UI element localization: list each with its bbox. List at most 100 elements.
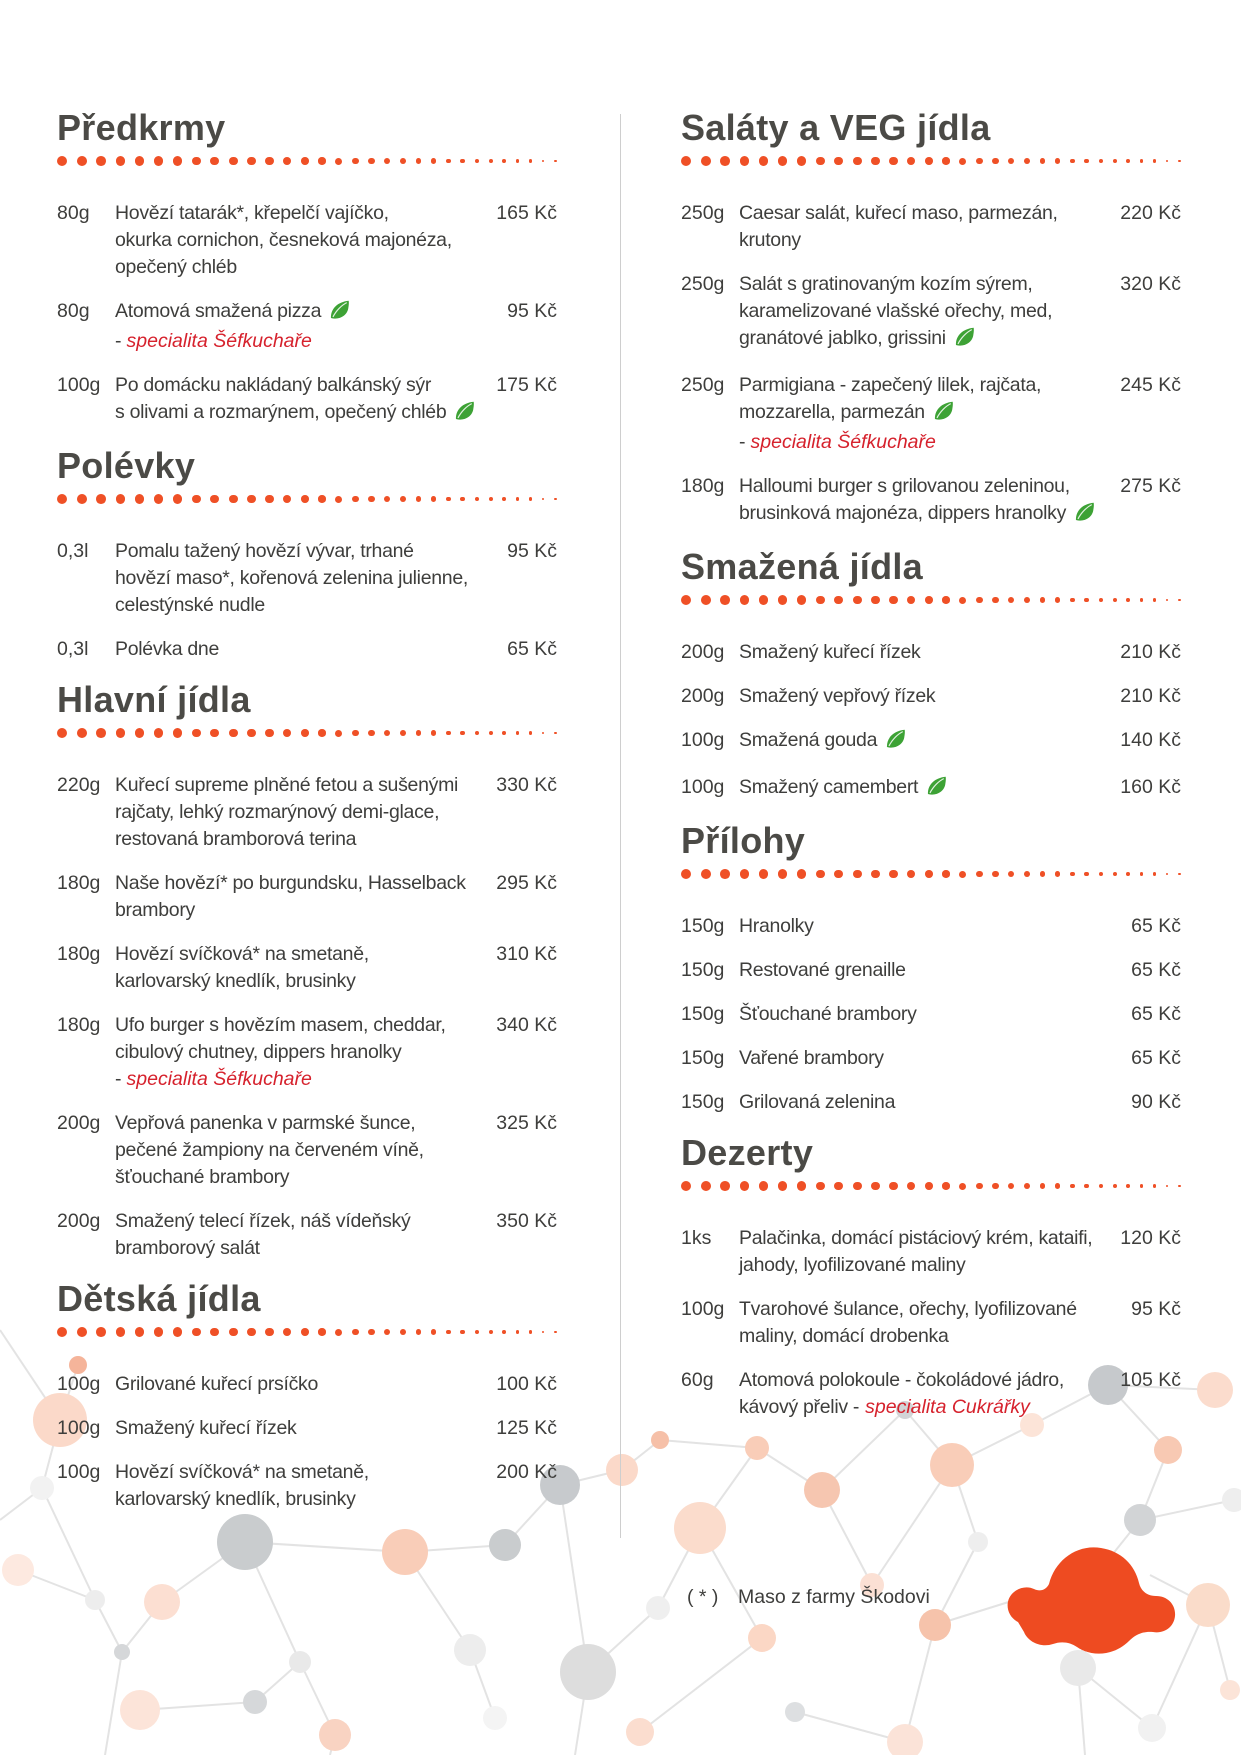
menu-item: 100g Smažená gouda 140 Kč [681, 727, 1181, 757]
item-description: Salát s gratinovaným kozím sýrem, karame… [739, 273, 1053, 349]
divider-dot [384, 157, 391, 165]
divider-dot [335, 1328, 343, 1336]
menu-item: 200g Smažený kuřecí řízek 210 Kč [681, 639, 1181, 666]
menu-item: 100g Smažený camembert 160 Kč [681, 774, 1181, 804]
divider-dot [134, 156, 145, 166]
divider-dot [384, 1328, 391, 1336]
item-note-line: - specialita Šéfkuchaře [739, 429, 1131, 456]
divider-dot [1126, 1184, 1131, 1188]
divider-dot [700, 869, 711, 879]
divider-dot [852, 869, 862, 879]
divider-dot [834, 1181, 844, 1191]
divider-dot [76, 728, 87, 738]
divider-dot [351, 1328, 359, 1336]
item-weight: 100g [681, 729, 725, 751]
section-divider-dots [57, 156, 557, 166]
item-price: 340 Kč [496, 1014, 557, 1036]
menu-item: 0,3l Polévka dne 65 Kč [57, 636, 557, 663]
divider-dot [992, 596, 999, 604]
divider-dot [1098, 158, 1103, 164]
divider-dot [739, 869, 750, 879]
divider-dot [283, 1328, 292, 1336]
divider-dot [445, 158, 451, 164]
divider-dot [796, 595, 807, 605]
divider-dot [191, 156, 201, 166]
divider-dot [265, 728, 274, 738]
item-weight: 100g [681, 1298, 725, 1320]
item-weight: 80g [57, 202, 90, 224]
divider-dot [739, 1181, 750, 1191]
divider-dot [247, 156, 256, 166]
item-price: 325 Kč [496, 1112, 557, 1134]
leaf-icon [453, 401, 477, 429]
section-title: Polévky [57, 445, 196, 486]
divider-dot [228, 1327, 238, 1337]
divider-dot [975, 1182, 983, 1190]
item-description: Grilovaná zelenina [739, 1091, 896, 1113]
item-price: 175 Kč [496, 374, 557, 396]
divider-dot [76, 1327, 87, 1337]
section-divider-dots [57, 728, 557, 738]
divider-dot [502, 1330, 507, 1334]
menu-item: 60g Atomová polokoule - čokoládové jádro,… [681, 1367, 1181, 1421]
divider-dot [351, 495, 359, 503]
divider-dot [1152, 1184, 1156, 1188]
divider-dot [115, 494, 126, 504]
divider-dot [57, 494, 67, 504]
divider-dot [134, 1327, 145, 1337]
item-description: Šťouchané brambory [739, 1003, 917, 1025]
divider-dot [1039, 1183, 1046, 1189]
divider-dot [153, 728, 164, 738]
item-specialty-note: specialita Šéfkuchaře [750, 431, 936, 453]
item-description: Po domácku nakládaný balkánský sýr s oli… [115, 374, 447, 423]
divider-dot [889, 595, 898, 605]
item-price: 95 Kč [1131, 1298, 1181, 1320]
footnote-marker: ( * ) [687, 1586, 719, 1608]
divider-dot [153, 156, 164, 166]
menu-section-dezerty: Dezerty 1ks Palačinka, domácí pistáciový … [681, 1133, 1181, 1421]
divider-dot [460, 496, 465, 502]
item-specialty-note: specialita Šéfkuchaře [126, 1068, 312, 1090]
item-price: 275 Kč [1120, 475, 1181, 497]
item-weight: 0,3l [57, 638, 89, 660]
item-weight: 180g [681, 475, 725, 497]
item-price: 105 Kč [1120, 1369, 1181, 1391]
section-title: Smažená jídla [681, 546, 923, 587]
divider-dot [96, 1327, 106, 1337]
divider-dot [852, 156, 862, 166]
item-weight: 150g [681, 959, 725, 981]
divider-dot [210, 156, 220, 166]
divider-dot [528, 1330, 532, 1334]
leaf-icon [925, 776, 949, 804]
divider-dot [852, 595, 862, 605]
item-description: Hovězí tatarák*, křepelčí vajíčko, okurk… [115, 202, 452, 278]
divider-dot [300, 495, 309, 503]
divider-dot [959, 596, 967, 604]
divider-dot [541, 159, 545, 163]
divider-dot [1069, 597, 1075, 603]
divider-dot [400, 1329, 406, 1335]
divider-dot [172, 156, 183, 166]
divider-dot [318, 495, 326, 503]
item-price: 245 Kč [1120, 374, 1181, 396]
menu-section-salaty-veg: Saláty a VEG jídla 250g Caesar salát, kuř… [681, 108, 1181, 530]
menu-section-prilohy: Přílohy 150g Hranolky 65 Kč 150g Restované g… [681, 821, 1181, 1116]
divider-dot [700, 595, 711, 605]
item-description: Atomová smažená pizza [115, 300, 322, 322]
divider-dot [115, 156, 126, 166]
divider-dot [720, 869, 730, 879]
divider-dot [796, 156, 807, 166]
section-title: Hlavní jídla [57, 679, 251, 720]
divider-dot [1178, 1184, 1181, 1188]
footnote-text: Maso z farmy Škodovi [738, 1586, 930, 1608]
item-price: 295 Kč [496, 872, 557, 894]
divider-dot [1178, 598, 1181, 602]
divider-dot [777, 869, 788, 879]
item-weight: 150g [681, 1003, 725, 1025]
divider-dot [368, 729, 375, 737]
divider-dot [351, 729, 359, 737]
divider-dot [430, 730, 437, 736]
section-title: Předkrmy [57, 107, 226, 148]
divider-dot [430, 158, 437, 164]
divider-dot [430, 496, 437, 502]
